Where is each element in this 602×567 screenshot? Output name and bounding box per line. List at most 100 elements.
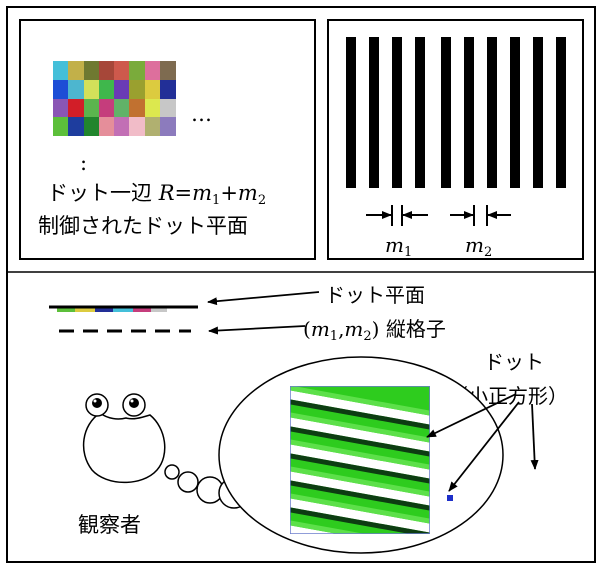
grating-bar — [487, 37, 497, 188]
m1-width-indicator — [366, 205, 428, 226]
moire-stripe — [290, 471, 430, 506]
color-dot — [98, 98, 115, 118]
color-dot — [98, 79, 115, 99]
color-dot — [53, 117, 69, 137]
frog-right-pupil — [129, 398, 139, 408]
moire-stripe — [290, 417, 430, 452]
color-dot — [129, 61, 146, 80]
m2-letter: m — [465, 233, 484, 257]
grating-paren-open: ( — [303, 317, 311, 341]
grating-word: 縦格子 — [379, 317, 446, 341]
color-dot — [68, 117, 85, 137]
moire-stripe — [290, 444, 430, 479]
dot-arrow-1 — [426, 393, 517, 438]
formula-m2: m — [237, 181, 258, 205]
moire-stripe — [290, 507, 430, 534]
color-dot — [68, 79, 85, 99]
grating-comma: , — [338, 317, 345, 341]
dot-side-prefix: ドット一辺 — [47, 181, 159, 205]
color-dot — [68, 61, 85, 80]
formula-plus: + — [220, 181, 238, 205]
m1-sub: 1 — [403, 245, 413, 260]
dot-arrow-3 — [530, 403, 539, 470]
color-dot — [159, 117, 176, 137]
moire-stripe — [290, 480, 430, 511]
moire-stripe — [290, 453, 430, 484]
color-dot — [114, 61, 130, 80]
grating-sub2: 2 — [363, 329, 372, 344]
color-dot — [83, 117, 100, 137]
color-dot — [83, 61, 100, 80]
grating-bar — [464, 37, 474, 188]
dot-plane-arrow — [207, 291, 320, 306]
vertical-grating — [346, 37, 566, 188]
vertical-dots: : — [80, 151, 88, 175]
color-dot-grid — [53, 61, 176, 137]
formula-sub2: 2 — [257, 193, 267, 208]
color-dot — [53, 98, 69, 118]
moire-stripe — [290, 390, 430, 425]
m1-letter: m — [385, 233, 404, 257]
moire-stripe — [290, 412, 430, 443]
grating-bar — [369, 37, 379, 188]
color-dot — [53, 61, 69, 80]
color-dot — [53, 79, 69, 99]
grating-m2: m — [344, 317, 364, 341]
moire-stripe — [290, 520, 366, 534]
dot-plane-panel — [19, 19, 316, 260]
color-dot — [114, 117, 130, 137]
moire-stripe — [290, 466, 430, 497]
dot-arrow-2 — [448, 401, 520, 492]
formula-sub1: 1 — [212, 193, 221, 208]
color-dot — [144, 117, 161, 137]
frog-observer — [82, 393, 166, 484]
color-dot — [159, 79, 176, 99]
color-dot — [98, 117, 115, 137]
m2-width-indicator — [450, 205, 511, 226]
color-dot — [114, 79, 130, 99]
moire-stripe — [290, 386, 430, 416]
m1-label: m1 — [385, 233, 412, 265]
color-dot — [144, 98, 161, 118]
color-dot — [83, 98, 100, 118]
formula-eq: = — [174, 181, 193, 205]
moire-stripe — [290, 399, 430, 430]
outer-frame — [6, 6, 596, 563]
grating-m1: m — [310, 317, 330, 341]
frog-body — [82, 412, 166, 484]
grating-bar — [533, 37, 543, 188]
m2-label: m2 — [465, 233, 492, 265]
dot-plane-label: ドット平面 — [325, 283, 425, 307]
moire-stripe — [290, 439, 430, 470]
moire-stripe — [290, 498, 430, 533]
observer-label: 観察者 — [78, 513, 141, 537]
dot-side-formula: ドット一辺 R=m1+m2 — [47, 180, 266, 214]
grating-bar — [441, 37, 451, 188]
color-dot — [68, 98, 85, 118]
color-dot — [83, 79, 100, 99]
grating-bar — [510, 37, 520, 188]
color-dot — [144, 79, 161, 99]
color-dot — [144, 61, 161, 80]
dot-label: ドット — [484, 350, 544, 374]
color-dot — [129, 79, 146, 99]
color-dot — [159, 61, 176, 80]
color-dot — [114, 98, 130, 118]
moire-stripe — [290, 493, 430, 524]
color-dot — [129, 98, 146, 118]
m2-sub: 2 — [483, 245, 493, 260]
grating-bar — [346, 37, 356, 188]
grating-paren-close: ) — [371, 317, 380, 341]
frog-left-pupil — [92, 398, 102, 408]
color-dot — [129, 117, 146, 137]
ellipsis: … — [191, 102, 212, 126]
formula-m1: m — [192, 181, 213, 205]
small-square-dot — [447, 495, 453, 501]
color-dot — [159, 98, 176, 118]
grating-panel — [327, 19, 584, 260]
moire-stripe — [290, 525, 338, 534]
grating-arrow — [208, 325, 306, 335]
moire-pattern — [290, 386, 430, 534]
dot-plane-side-view — [49, 305, 198, 312]
